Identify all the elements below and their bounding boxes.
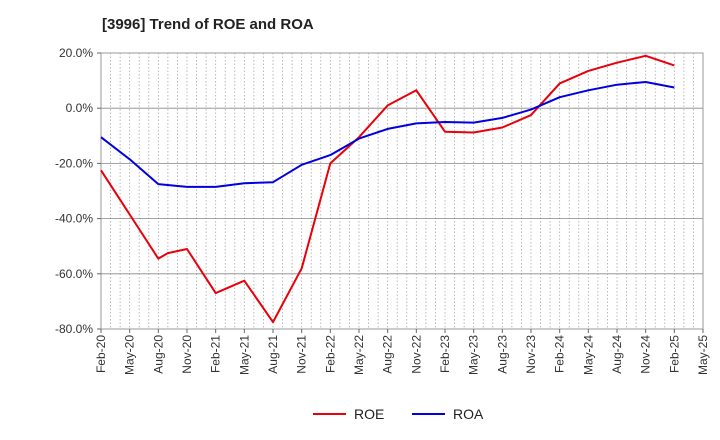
x-tick-label: Aug-23 [495,335,509,374]
x-tick-label: May-23 [467,335,481,375]
y-tick-label: -40.0% [55,212,93,226]
x-tick-label: May-21 [237,335,251,375]
y-tick-label: -60.0% [55,267,93,281]
x-tick-label: Feb-24 [553,335,567,373]
y-tick-label: 20.0% [59,46,93,60]
y-tick-label: -20.0% [55,156,93,170]
x-tick-label: Nov-24 [639,335,653,374]
x-tick-label: Feb-22 [323,335,337,373]
x-tick-label: Nov-23 [524,335,538,374]
series-line-roa [100,81,675,188]
x-tick-label: Feb-21 [209,335,223,373]
x-tick-label: Nov-21 [295,335,309,374]
x-tick-label: May-25 [696,335,710,375]
x-tick-label: May-20 [123,335,137,375]
legend-label-roe: ROE [354,406,384,422]
y-tick-label: -80.0% [55,322,93,336]
x-tick-label: Feb-20 [94,335,108,373]
x-tick-label: Feb-23 [438,335,452,373]
x-tick-label: May-22 [352,335,366,375]
series-line-roe [100,54,675,324]
x-tick-label: Nov-20 [180,335,194,374]
chart-title: [3996] Trend of ROE and ROA [102,16,314,33]
y-tick-label: 0.0% [66,101,94,115]
x-tick-label: Aug-22 [381,335,395,374]
x-tick-label: Feb-25 [667,335,681,373]
legend-label-roa: ROA [453,406,484,422]
x-tick-label: Aug-20 [151,335,165,374]
x-tick-label: May-24 [581,335,595,375]
plot-area [100,52,704,330]
x-tick-label: Aug-24 [610,335,624,374]
x-tick-label: Nov-22 [409,335,423,374]
x-tick-label: Aug-21 [266,335,280,374]
